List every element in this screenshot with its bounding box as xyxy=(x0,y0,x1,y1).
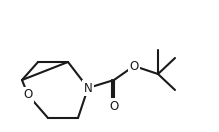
Text: N: N xyxy=(84,81,92,95)
Text: O: O xyxy=(23,88,33,102)
Text: O: O xyxy=(109,100,119,112)
Text: O: O xyxy=(129,60,139,72)
